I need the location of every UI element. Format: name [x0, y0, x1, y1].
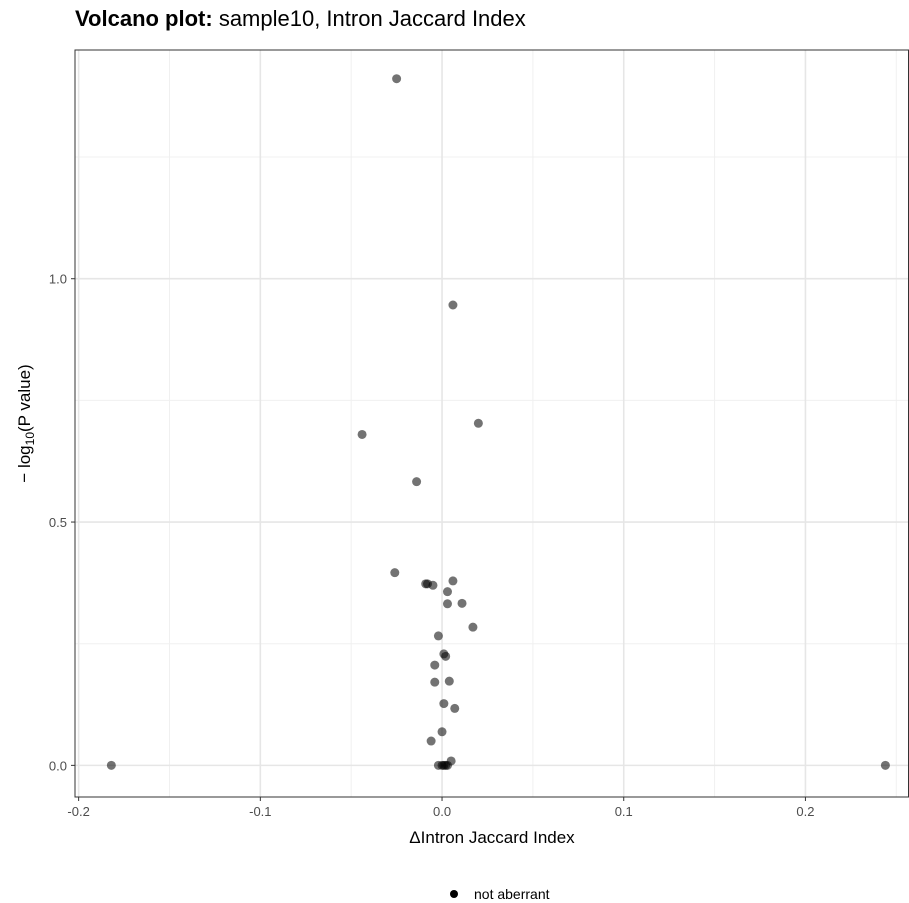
y-axis-title-prefix: − log [15, 445, 34, 482]
legend-label: not aberrant [474, 886, 550, 902]
data-point [442, 587, 452, 597]
y-tick-label: 0.5 [49, 515, 67, 530]
data-point [473, 418, 483, 428]
data-point [442, 760, 452, 770]
data-point [428, 580, 438, 590]
major-gridlines [75, 50, 909, 797]
data-point [437, 727, 447, 737]
chart-title-rest: sample10, Intron Jaccard Index [212, 6, 526, 31]
data-point [444, 676, 454, 686]
legend: not aberrant [450, 886, 550, 902]
data-point [392, 74, 402, 84]
y-axis-ticks: 0.0 0.5 1.0 [49, 272, 75, 773]
data-point [433, 631, 443, 641]
x-axis-title: ΔIntron Jaccard Index [409, 828, 575, 847]
data-point [450, 703, 460, 713]
x-tick-label: 0.1 [615, 804, 633, 819]
y-axis-title-suffix: (P value) [15, 364, 34, 432]
data-point [442, 599, 452, 609]
data-point [468, 622, 478, 632]
data-point [441, 651, 451, 661]
legend-marker [450, 890, 458, 898]
chart-title: Volcano plot: sample10, Intron Jaccard I… [75, 6, 526, 32]
data-point [448, 300, 458, 310]
x-tick-label: -0.2 [67, 804, 89, 819]
minor-gridlines [75, 50, 909, 797]
data-point [426, 736, 436, 746]
data-point [357, 429, 367, 439]
x-axis-ticks: -0.2 -0.1 0.0 0.1 0.2 [67, 797, 814, 819]
data-point [430, 677, 440, 687]
data-point [430, 660, 440, 670]
data-point [457, 598, 467, 608]
data-point [390, 568, 400, 578]
data-point [448, 576, 458, 586]
x-tick-label: -0.1 [249, 804, 271, 819]
x-tick-label: 0.0 [433, 804, 451, 819]
data-point [439, 699, 449, 709]
y-axis-title-subscript: 10 [23, 432, 37, 446]
panel-border [74, 49, 909, 798]
data-points [106, 74, 890, 770]
data-point [106, 760, 116, 770]
y-axis-title: − log10(P value) [15, 364, 37, 482]
y-tick-label: 0.0 [49, 758, 67, 773]
chart-title-bold: Volcano plot: [75, 6, 213, 31]
y-tick-label: 1.0 [49, 272, 67, 287]
data-point [421, 579, 431, 589]
data-point [412, 477, 422, 487]
x-tick-label: 0.2 [796, 804, 814, 819]
data-point [880, 760, 890, 770]
